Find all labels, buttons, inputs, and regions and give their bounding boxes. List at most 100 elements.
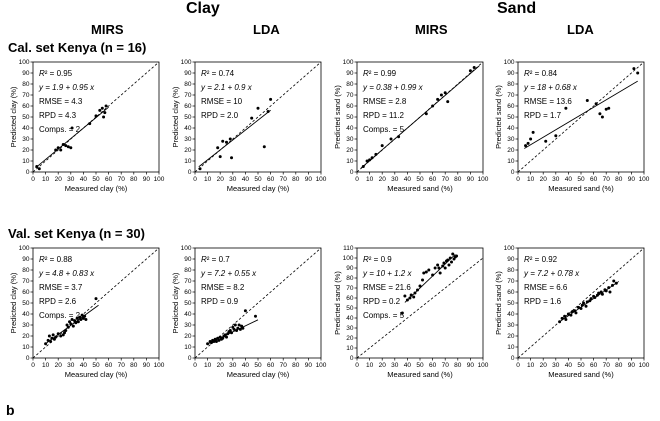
data-point xyxy=(37,167,41,171)
data-point xyxy=(103,111,107,115)
x-tick-label: 40 xyxy=(80,362,88,369)
data-point xyxy=(365,159,369,163)
y-tick-label: 40 xyxy=(184,311,192,318)
y-tick-label: 40 xyxy=(22,311,30,318)
stat-label: y = 18 + 0.68 x xyxy=(523,83,578,92)
stat-label: RPD = 0.9 xyxy=(201,297,239,306)
x-tick-label: 0 xyxy=(31,176,35,183)
data-point xyxy=(250,116,254,120)
x-tick-label: 20 xyxy=(540,176,548,183)
data-point xyxy=(83,314,87,318)
y-tick-label: 110 xyxy=(343,245,354,252)
x-tick-label: 90 xyxy=(305,362,313,369)
data-point xyxy=(243,309,247,313)
data-point xyxy=(431,104,435,108)
stat-label: RPD = 0.2 xyxy=(363,297,401,306)
data-point xyxy=(64,329,68,332)
x-tick-label: 50 xyxy=(92,176,100,183)
data-point xyxy=(612,279,616,283)
data-point xyxy=(468,69,472,73)
x-tick-label: 40 xyxy=(242,176,250,183)
x-tick-label: 70 xyxy=(603,176,611,183)
data-point xyxy=(69,322,73,326)
y-tick-label: 40 xyxy=(346,315,354,322)
data-point xyxy=(597,291,601,295)
x-tick-label: 0 xyxy=(355,362,359,369)
data-point xyxy=(361,165,365,168)
x-tick-label: 80 xyxy=(130,176,138,183)
x-tick-label: 0 xyxy=(31,362,35,369)
x-tick-label: 10 xyxy=(366,176,374,183)
x-tick-label: 60 xyxy=(267,362,275,369)
x-tick-label: 90 xyxy=(143,176,151,183)
data-point xyxy=(35,165,39,168)
data-point xyxy=(240,324,244,328)
y-tick-label: 80 xyxy=(346,81,354,88)
y-tick-label: 10 xyxy=(507,158,515,165)
x-tick-label: 80 xyxy=(292,176,300,183)
y-tick-label: 100 xyxy=(181,59,192,66)
x-tick-label: 40 xyxy=(565,176,573,183)
data-point xyxy=(595,293,599,297)
y-tick-label: 50 xyxy=(346,114,354,121)
stat-label: RPD = 1.7 xyxy=(524,111,562,120)
data-point xyxy=(600,115,604,119)
data-point xyxy=(256,106,260,110)
data-point xyxy=(573,309,577,313)
x-tick-label: 70 xyxy=(280,362,288,369)
x-tick-label: 70 xyxy=(442,176,450,183)
data-point xyxy=(88,122,92,126)
y-tick-label: 60 xyxy=(346,295,354,302)
stat-label: Comps. = 2 xyxy=(39,125,81,134)
y-tick-label: 90 xyxy=(22,256,30,263)
data-point xyxy=(76,320,80,324)
stat-label: RMSE = 13.6 xyxy=(524,97,572,106)
stat-label: RMSE = 4.3 xyxy=(39,97,83,106)
x-tick-label: 70 xyxy=(280,176,288,183)
data-point xyxy=(604,107,608,111)
panel-letter: b xyxy=(6,402,15,418)
y-tick-label: 90 xyxy=(184,256,192,263)
data-point xyxy=(228,329,232,332)
y-tick-label: 70 xyxy=(184,278,192,285)
y-tick-label: 100 xyxy=(181,245,192,252)
x-tick-label: 60 xyxy=(429,176,437,183)
data-point xyxy=(94,114,98,118)
y-tick-label: 80 xyxy=(22,81,30,88)
data-point xyxy=(604,289,608,293)
y-tick-label: 70 xyxy=(346,285,354,292)
data-point xyxy=(223,333,227,337)
y-tick-label: 50 xyxy=(507,114,515,121)
x-tick-label: 90 xyxy=(467,176,475,183)
regression-line xyxy=(360,65,480,169)
x-tick-label: 90 xyxy=(305,176,313,183)
data-point xyxy=(569,313,573,317)
y-tick-label: 50 xyxy=(346,305,354,312)
x-tick-label: 30 xyxy=(229,176,237,183)
y-tick-label: 100 xyxy=(343,59,354,66)
data-point xyxy=(79,318,83,321)
x-tick-label: 50 xyxy=(416,362,424,369)
data-point xyxy=(636,71,640,75)
y-tick-label: 0 xyxy=(511,169,515,176)
stat-label: R² = 0.99 xyxy=(363,69,397,78)
data-point xyxy=(442,261,446,265)
y-tick-label: 30 xyxy=(22,136,30,143)
data-point xyxy=(370,156,374,160)
x-axis-label: Measured sand (%) xyxy=(387,184,453,193)
stat-label: RMSE = 3.7 xyxy=(39,283,83,292)
data-point xyxy=(441,264,445,268)
x-tick-label: 100 xyxy=(478,176,489,183)
data-point xyxy=(437,266,441,270)
x-axis-label: Measured sand (%) xyxy=(387,370,453,379)
data-point xyxy=(614,281,618,285)
y-tick-label: 70 xyxy=(346,92,354,99)
y-tick-label: 60 xyxy=(184,103,192,110)
data-point xyxy=(80,313,84,317)
data-point xyxy=(104,104,108,108)
x-tick-label: 10 xyxy=(42,362,50,369)
data-point xyxy=(632,67,636,71)
y-tick-label: 30 xyxy=(346,136,354,143)
y-tick-label: 40 xyxy=(184,125,192,132)
